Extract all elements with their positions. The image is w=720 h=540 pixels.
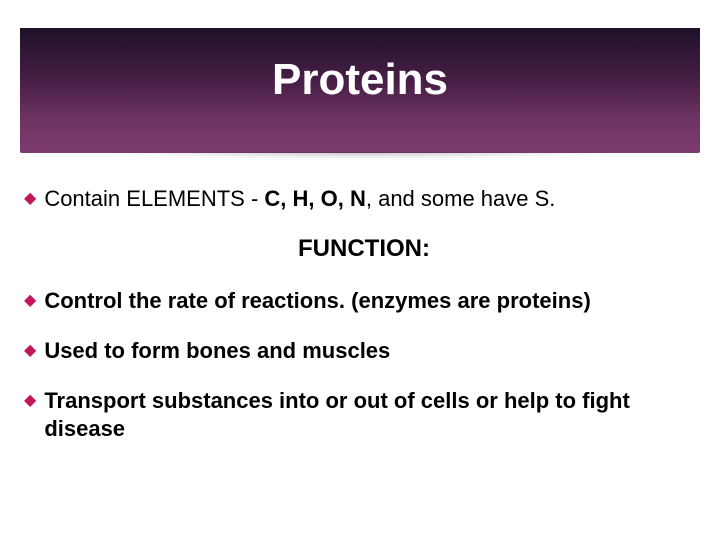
text-segment: C, H, O, N: [264, 186, 365, 211]
bullet-item: ◆ Control the rate of reactions. (enzyme…: [24, 287, 704, 315]
bullet-marker-icon: ◆: [24, 387, 36, 415]
bullet-text: Control the rate of reactions. (enzymes …: [44, 287, 590, 315]
bullet-marker-icon: ◆: [24, 185, 36, 213]
bullet-text: Used to form bones and muscles: [44, 337, 390, 365]
bullet-item: ◆ Used to form bones and muscles: [24, 337, 704, 365]
slide-content: ◆ Contain ELEMENTS - C, H, O, N, and som…: [24, 185, 704, 465]
text-segment: the rate of reactions. (enzymes are prot…: [123, 288, 591, 313]
bullet-item: ◆ Contain ELEMENTS - C, H, O, N, and som…: [24, 185, 704, 213]
slide-title: Proteins: [0, 55, 720, 105]
bullet-marker-icon: ◆: [24, 287, 36, 315]
text-segment: , and some have S.: [366, 186, 556, 211]
text-segment: ELEMENTS -: [126, 186, 264, 211]
text-segment: Control: [44, 288, 122, 313]
text-segment: Transport: [44, 388, 145, 413]
bullet-item: ◆ Transport substances into or out of ce…: [24, 387, 704, 443]
bullet-text: Transport substances into or out of cell…: [44, 387, 704, 443]
function-subtitle: FUNCTION:: [24, 235, 704, 263]
bullet-text: Contain ELEMENTS - C, H, O, N, and some …: [44, 185, 555, 213]
text-segment: Contain: [44, 186, 126, 211]
text-segment: Used: [44, 338, 98, 363]
title-band-shadow: [20, 152, 700, 162]
bullet-marker-icon: ◆: [24, 337, 36, 365]
text-segment: to form bones and muscles: [98, 338, 390, 363]
